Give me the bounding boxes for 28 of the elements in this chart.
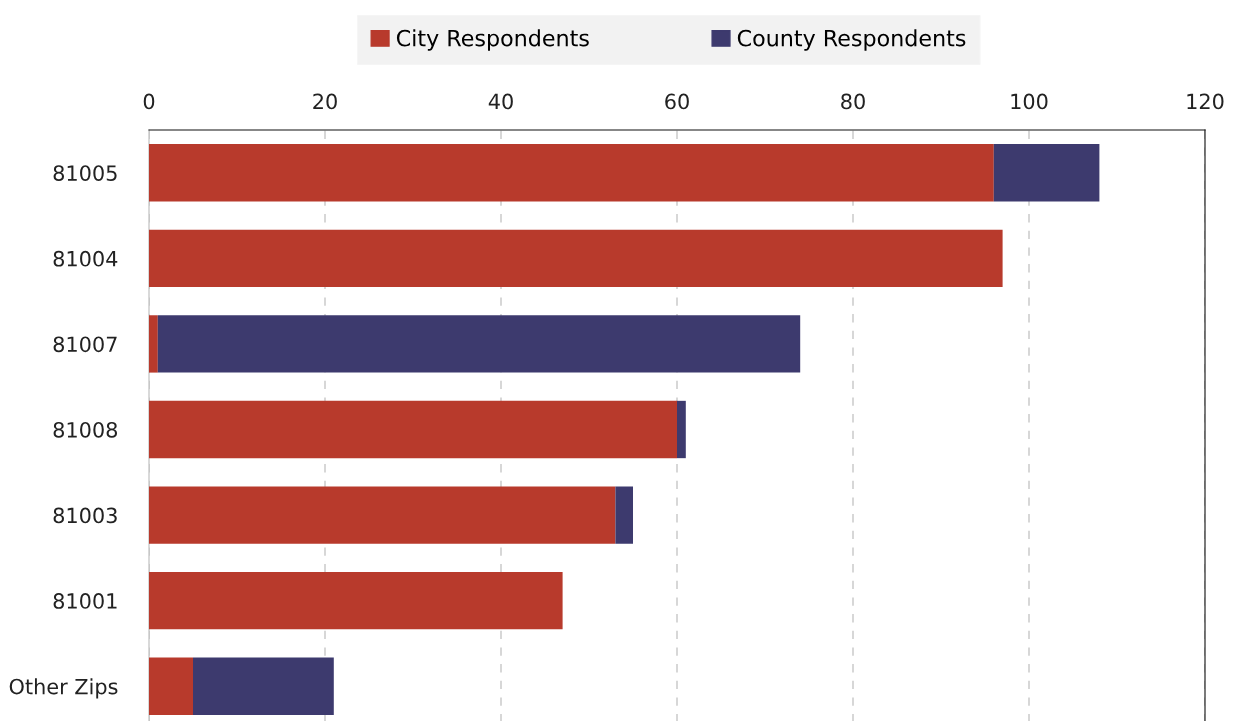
legend-label: County Respondents bbox=[737, 29, 966, 51]
x-tick-label: 100 bbox=[1011, 93, 1048, 110]
y-tick-label: 81001 bbox=[53, 593, 117, 609]
x-tick-label: 0 bbox=[143, 93, 155, 110]
bar bbox=[677, 400, 686, 459]
bar bbox=[149, 657, 193, 715]
bar bbox=[149, 400, 677, 459]
x-tick-label: 40 bbox=[488, 93, 513, 110]
bar bbox=[157, 315, 801, 373]
bar bbox=[615, 486, 633, 544]
x-tick-label: 80 bbox=[841, 93, 865, 110]
bar bbox=[149, 144, 994, 202]
legend-label: City Respondents bbox=[396, 29, 589, 51]
bar bbox=[149, 571, 563, 630]
bar bbox=[993, 144, 1100, 202]
x-tick-label: 120 bbox=[1187, 93, 1224, 110]
x-tick-label: 60 bbox=[665, 93, 689, 110]
x-tick-label: 20 bbox=[313, 93, 337, 110]
y-tick-label: 81003 bbox=[53, 507, 117, 524]
y-tick-label: 81004 bbox=[53, 250, 118, 267]
y-tick-label: 81008 bbox=[53, 421, 118, 438]
bar bbox=[149, 486, 616, 544]
y-tick-label: 81007 bbox=[53, 336, 117, 353]
bar bbox=[149, 315, 158, 373]
bar bbox=[193, 657, 334, 715]
y-tick-label: 81005 bbox=[53, 165, 117, 181]
bar bbox=[149, 229, 1003, 288]
y-tick-label: Other Zips bbox=[9, 678, 118, 699]
